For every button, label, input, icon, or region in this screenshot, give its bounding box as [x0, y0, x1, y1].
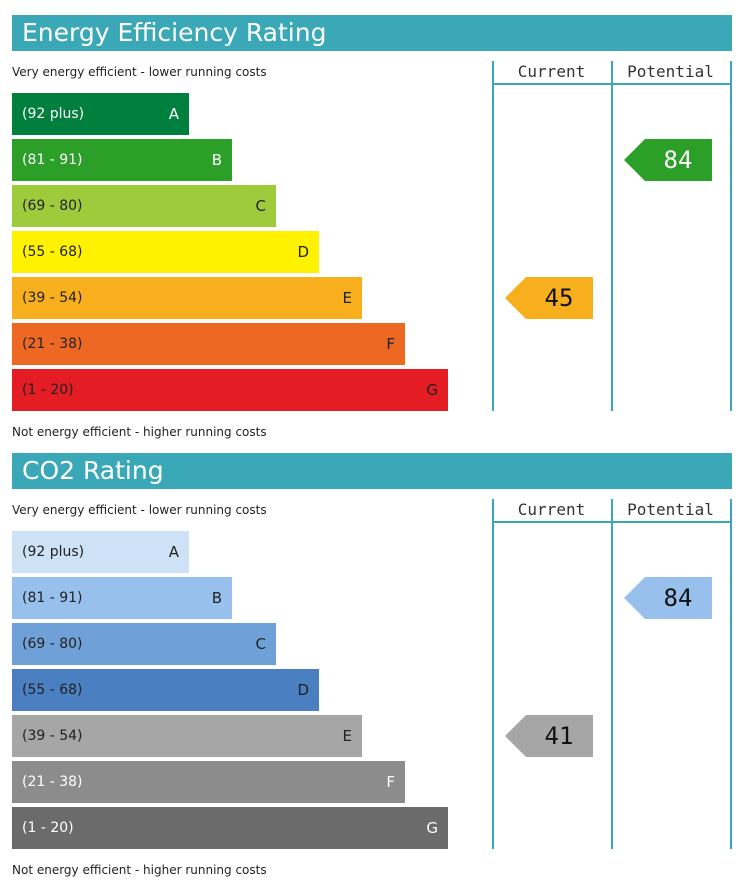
band-letter-label: G — [426, 819, 438, 837]
energy-current-arrow: 45 — [505, 277, 593, 319]
band-range-label: (69 - 80) — [22, 636, 83, 652]
co2-current-arrow: 41 — [505, 715, 593, 757]
band-letter-label: B — [211, 589, 222, 607]
band-letter-label: A — [168, 105, 179, 123]
co2-grid-line — [730, 499, 732, 849]
energy-rating-title: Energy Efficiency Rating — [12, 15, 732, 51]
energy-potential-arrow: 84 — [624, 139, 712, 181]
rating-band-f: (21 - 38) F — [12, 761, 405, 803]
band-range-label: (55 - 68) — [22, 682, 83, 698]
energy-grid-line — [730, 61, 732, 411]
rating-band-e: (39 - 54) E — [12, 277, 362, 319]
band-range-label: (81 - 91) — [22, 590, 83, 606]
rating-band-b: (81 - 91) B — [12, 577, 232, 619]
co2-potential-arrow: 84 — [624, 577, 712, 619]
band-range-label: (92 plus) — [22, 106, 85, 122]
rating-band-d: (55 - 68) D — [12, 669, 319, 711]
band-letter-label: F — [386, 335, 395, 353]
rating-arrow-shape — [505, 715, 593, 757]
band-letter-label: C — [255, 635, 266, 653]
rating-arrow-fill — [624, 139, 712, 181]
band-letter-label: F — [386, 773, 395, 791]
rating-band-g: (1 - 20) G — [12, 369, 448, 411]
band-range-label: (81 - 91) — [22, 152, 83, 168]
co2-grid-line — [492, 499, 494, 849]
rating-arrow-fill — [505, 277, 593, 319]
co2-top-caption: Very energy efficient - lower running co… — [12, 503, 267, 517]
energy-grid-line — [492, 83, 732, 85]
current-rating-value: 45 — [544, 284, 574, 312]
energy-potential-header: Potential — [627, 62, 714, 81]
band-letter-label: E — [342, 727, 352, 745]
band-letter-label: D — [297, 243, 309, 261]
co2-grid-line — [492, 521, 732, 523]
energy-grid-line — [611, 61, 613, 411]
co2-rating-section: CO2 Rating Very energy efficient - lower… — [0, 438, 747, 896]
rating-band-e: (39 - 54) E — [12, 715, 362, 757]
rating-arrow-shape — [624, 139, 712, 181]
co2-potential-header: Potential — [627, 500, 714, 519]
rating-band-c: (69 - 80) C — [12, 185, 276, 227]
band-range-label: (69 - 80) — [22, 198, 83, 214]
rating-band-f: (21 - 38) F — [12, 323, 405, 365]
rating-arrow-shape — [624, 577, 712, 619]
rating-band-g: (1 - 20) G — [12, 807, 448, 849]
co2-bottom-caption: Not energy efficient - higher running co… — [12, 863, 267, 877]
energy-top-caption: Very energy efficient - lower running co… — [12, 65, 267, 79]
band-letter-label: E — [342, 289, 352, 307]
band-letter-label: A — [168, 543, 179, 561]
co2-grid-line — [611, 499, 613, 849]
rating-band-d: (55 - 68) D — [12, 231, 319, 273]
band-range-label: (55 - 68) — [22, 244, 83, 260]
band-range-label: (92 plus) — [22, 544, 85, 560]
band-range-label: (21 - 38) — [22, 336, 83, 352]
rating-band-a: (92 plus) A — [12, 531, 189, 573]
energy-rating-section: Energy Efficiency Rating Very energy eff… — [12, 15, 732, 439]
band-range-label: (1 - 20) — [22, 820, 74, 836]
band-letter-label: G — [426, 381, 438, 399]
rating-arrow-shape — [505, 277, 593, 319]
rating-arrow-fill — [505, 715, 593, 757]
rating-arrow-fill — [624, 577, 712, 619]
rating-band-c: (69 - 80) C — [12, 623, 276, 665]
potential-rating-value: 84 — [663, 584, 693, 612]
co2-current-header: Current — [517, 500, 586, 519]
band-letter-label: C — [255, 197, 266, 215]
rating-band-a: (92 plus) A — [12, 93, 189, 135]
band-range-label: (39 - 54) — [22, 728, 83, 744]
energy-grid-line — [492, 61, 494, 411]
band-range-label: (21 - 38) — [22, 774, 83, 790]
potential-rating-value: 84 — [663, 146, 693, 174]
band-letter-label: D — [297, 681, 309, 699]
energy-current-header: Current — [517, 62, 586, 81]
rating-band-b: (81 - 91) B — [12, 139, 232, 181]
band-letter-label: B — [211, 151, 222, 169]
band-range-label: (1 - 20) — [22, 382, 74, 398]
co2-rating-title: CO2 Rating — [12, 453, 732, 489]
band-range-label: (39 - 54) — [22, 290, 83, 306]
energy-bottom-caption: Not energy efficient - higher running co… — [12, 425, 267, 439]
current-rating-value: 41 — [544, 722, 574, 750]
